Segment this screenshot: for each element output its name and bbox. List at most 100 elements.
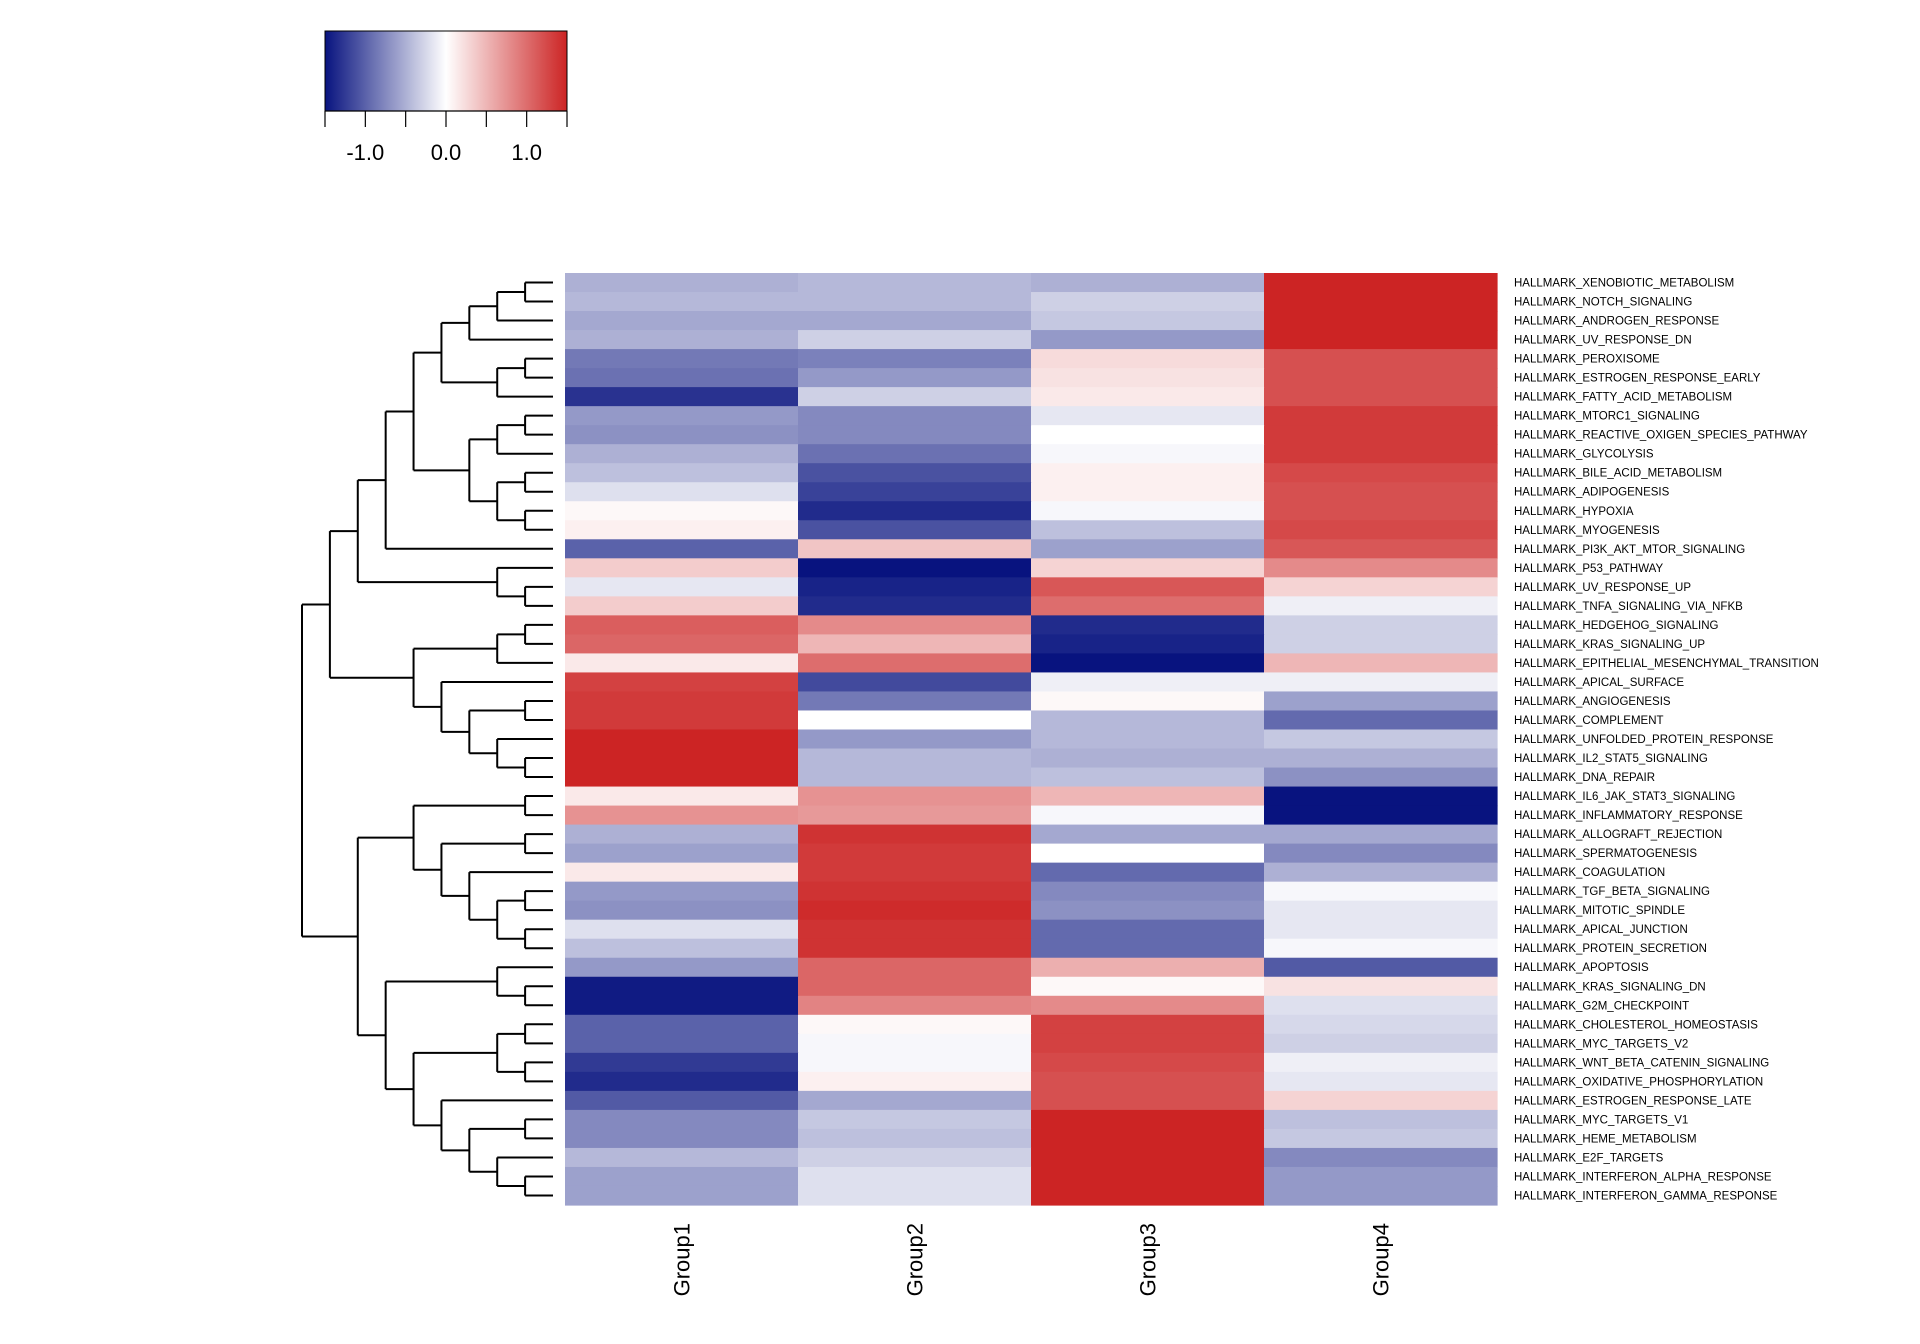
heatmap-cell (798, 919, 1032, 940)
heatmap-cell (798, 330, 1032, 350)
row-label: HALLMARK_INTERFERON_ALPHA_RESPONSE (1514, 1171, 1772, 1183)
row-label: HALLMARK_PEROXISOME (1514, 354, 1660, 366)
heatmap-cell (1031, 349, 1265, 369)
heatmap-cell (798, 748, 1032, 769)
heatmap-cell (565, 786, 799, 807)
heatmap-cell (1031, 596, 1265, 616)
heatmap-cell (1031, 691, 1265, 712)
heatmap-cell (565, 653, 799, 674)
heatmap-cell (565, 729, 799, 750)
row-label: HALLMARK_FATTY_ACID_METABOLISM (1514, 392, 1732, 404)
heatmap-cell (798, 596, 1032, 616)
heatmap-cell (565, 919, 799, 940)
heatmap-cell (1264, 729, 1498, 750)
heatmap-cell (1264, 1071, 1498, 1092)
column-label: Group3 (1136, 1223, 1161, 1296)
row-label: HALLMARK_PROTEIN_SECRETION (1514, 943, 1707, 955)
heatmap-cell (1264, 786, 1498, 807)
heatmap-cell (798, 539, 1032, 559)
heatmap-cell (1264, 1109, 1498, 1130)
heatmap-cell (1031, 957, 1265, 978)
row-label: HALLMARK_G2M_CHECKPOINT (1514, 1000, 1689, 1012)
heatmap-cell (565, 1071, 799, 1092)
heatmap-cell (1031, 273, 1265, 293)
heatmap-cell (1031, 558, 1265, 578)
row-label: HALLMARK_MYOGENESIS (1514, 525, 1660, 537)
heatmap-cell (1031, 520, 1265, 540)
heatmap-cell (798, 805, 1032, 826)
heatmap-cell (1264, 406, 1498, 426)
heatmap-cell (1264, 463, 1498, 483)
heatmap-cell (565, 1128, 799, 1149)
heatmap-cell (1264, 520, 1498, 540)
heatmap-cell (1031, 463, 1265, 483)
row-label: HALLMARK_ALLOGRAFT_REJECTION (1514, 829, 1722, 841)
heatmap-cell (1264, 349, 1498, 369)
heatmap-cell (1264, 577, 1498, 597)
heatmap-cell (798, 444, 1032, 464)
row-label: HALLMARK_IL2_STAT5_SIGNALING (1514, 753, 1708, 765)
heatmap-cell (1264, 482, 1498, 502)
row-label: HALLMARK_NOTCH_SIGNALING (1514, 297, 1692, 309)
heatmap-cell (1031, 444, 1265, 464)
heatmap-cell (798, 672, 1032, 693)
row-label: HALLMARK_OXIDATIVE_PHOSPHORYLATION (1514, 1076, 1763, 1088)
row-label: HALLMARK_TGF_BETA_SIGNALING (1514, 886, 1710, 898)
row-label: HALLMARK_ANDROGEN_RESPONSE (1514, 316, 1719, 328)
row-label: HALLMARK_KRAS_SIGNALING_UP (1514, 639, 1705, 651)
heatmap-cell (565, 957, 799, 978)
heatmap-cell (1264, 900, 1498, 921)
row-label: HALLMARK_XENOBIOTIC_METABOLISM (1514, 278, 1734, 290)
heatmap-cell (798, 1052, 1032, 1073)
heatmap-cell (565, 596, 799, 616)
row-label: HALLMARK_INTERFERON_GAMMA_RESPONSE (1514, 1190, 1778, 1202)
heatmap-cell (1031, 786, 1265, 807)
heatmap-cell (1264, 843, 1498, 864)
heatmap-cell (565, 482, 799, 502)
heatmap-cell (1264, 292, 1498, 312)
heatmap-cell (1264, 1166, 1498, 1187)
heatmap-cell (798, 634, 1032, 655)
heatmap-cell (1031, 900, 1265, 921)
heatmap-cell (798, 387, 1032, 407)
row-label: HALLMARK_UV_RESPONSE_UP (1514, 582, 1691, 594)
heatmap-cell (1031, 710, 1265, 731)
row-label: HALLMARK_HEME_METABOLISM (1514, 1133, 1697, 1145)
heatmap-cell (565, 691, 799, 712)
row-label: HALLMARK_COAGULATION (1514, 867, 1665, 879)
heatmap-cell (1031, 330, 1265, 350)
row-label: HALLMARK_MTORC1_SIGNALING (1514, 411, 1700, 423)
row-label: HALLMARK_ESTROGEN_RESPONSE_EARLY (1514, 373, 1761, 385)
heatmap-cell (1264, 767, 1498, 788)
heatmap-cell (565, 881, 799, 902)
heatmap-cell (798, 501, 1032, 521)
heatmap-cell (798, 349, 1032, 369)
heatmap-cell (565, 558, 799, 578)
heatmap-cell (1264, 1052, 1498, 1073)
heatmap-cell (1264, 691, 1498, 712)
heatmap-cell (798, 1128, 1032, 1149)
heatmap-cell (798, 995, 1032, 1016)
heatmap-cell (1031, 919, 1265, 940)
heatmap-cell (565, 577, 799, 597)
heatmap-cell (798, 1090, 1032, 1111)
heatmap-cell (1031, 482, 1265, 502)
heatmap-cell (798, 1109, 1032, 1130)
heatmap-cell (565, 501, 799, 521)
row-labels: HALLMARK_XENOBIOTIC_METABOLISM HALLMARK_N… (1514, 278, 1819, 1203)
heatmap-cell (1031, 824, 1265, 845)
heatmap-cell (798, 710, 1032, 731)
heatmap-cell (1264, 425, 1498, 445)
heatmap-cell (1264, 1033, 1498, 1054)
heatmap-cell (1264, 976, 1498, 997)
heatmap-cell (1264, 634, 1498, 655)
heatmap-cell (565, 1052, 799, 1073)
column-label: Group4 (1369, 1223, 1394, 1296)
heatmap-cell (1264, 938, 1498, 959)
heatmap-cell (565, 1147, 799, 1168)
heatmap-cell (1031, 748, 1265, 769)
heatmap-cell (1264, 805, 1498, 826)
heatmap-cell (565, 349, 799, 369)
row-label: HALLMARK_MYC_TARGETS_V2 (1514, 1038, 1688, 1050)
